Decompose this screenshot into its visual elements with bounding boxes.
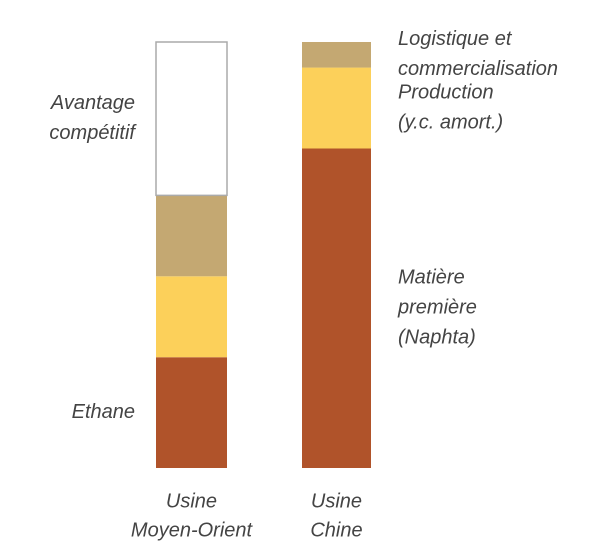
bar-segment — [156, 195, 227, 277]
segment-label: commercialisation — [398, 58, 558, 80]
category-label: Usine — [166, 490, 217, 512]
bar-segment — [302, 67, 371, 149]
segment-label: Matière — [398, 267, 465, 289]
bar-segment — [156, 357, 227, 468]
segment-label: Ethane — [72, 401, 135, 423]
segment-label: première — [397, 297, 477, 319]
segment-label: Avantage — [50, 92, 135, 114]
bar-segment — [156, 276, 227, 358]
category-label: Usine — [311, 490, 362, 512]
bar-segment — [155, 41, 228, 197]
segment-label: Production — [398, 81, 494, 103]
segment-label: compétitif — [49, 122, 137, 144]
bar-segment — [302, 42, 371, 68]
category-label: Moyen-Orient — [131, 519, 254, 541]
segment-label: (Naphta) — [398, 327, 476, 349]
segment-label: (y.c. amort.) — [398, 111, 503, 133]
bar-segment — [302, 148, 371, 468]
segment-label: Logistique et — [398, 28, 513, 50]
category-label: Chine — [310, 519, 362, 541]
